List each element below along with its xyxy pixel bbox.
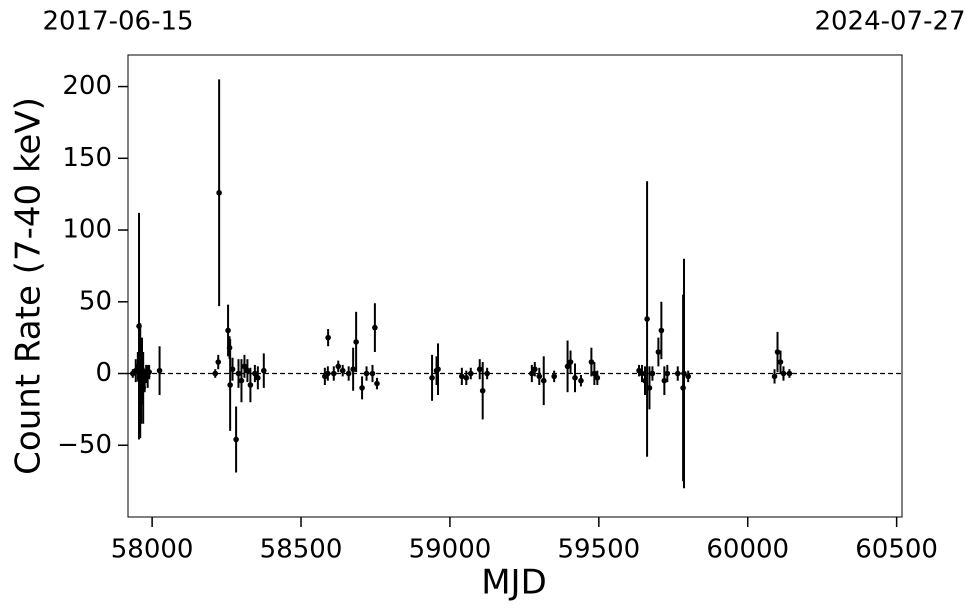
data-point <box>350 366 356 373</box>
y-tick-label: 150 <box>62 143 112 173</box>
data-point <box>260 367 267 374</box>
data-point <box>529 370 535 377</box>
data-point <box>229 366 236 373</box>
data-point <box>359 385 365 391</box>
data-point <box>655 349 662 355</box>
data-point <box>238 377 245 384</box>
data-point <box>435 366 441 373</box>
data-point <box>476 366 483 373</box>
x-tick-label: 60500 <box>855 535 938 565</box>
data-point <box>325 370 331 377</box>
data-point <box>156 367 163 374</box>
data-point <box>459 373 465 380</box>
data-point <box>594 375 601 381</box>
data-point <box>479 387 486 394</box>
data-point <box>146 369 152 375</box>
data-point <box>335 363 342 370</box>
data-point <box>484 370 490 377</box>
x-tick-label: 58000 <box>111 535 194 565</box>
data-point <box>345 370 352 377</box>
data-point <box>774 349 781 355</box>
data-point <box>540 377 547 384</box>
data-point <box>674 370 681 377</box>
data-point <box>532 366 538 373</box>
y-tick-label: 200 <box>62 71 112 101</box>
data-point <box>244 367 251 374</box>
data-point <box>252 370 258 377</box>
data-point <box>661 377 668 384</box>
data-point <box>578 377 584 384</box>
data-point <box>536 373 543 380</box>
plot-frame <box>127 54 903 518</box>
data-point <box>685 373 691 380</box>
data-point <box>572 375 578 381</box>
data-point <box>330 370 337 377</box>
y-axis-label: Count Rate (7-40 keV) <box>9 97 49 475</box>
data-point <box>216 189 222 196</box>
data-point <box>591 370 598 377</box>
data-point <box>681 370 687 377</box>
data-point <box>374 380 380 387</box>
data-point <box>372 324 378 331</box>
data-point <box>363 370 370 377</box>
data-point <box>353 339 359 345</box>
data-point <box>215 359 222 365</box>
data-point <box>235 370 242 377</box>
data-point <box>771 373 778 380</box>
x-tick-label: 59000 <box>409 535 492 565</box>
y-tick-label: −50 <box>57 430 112 460</box>
data-point <box>639 370 645 377</box>
x-tick-label: 58500 <box>260 535 343 565</box>
data-point <box>212 370 219 377</box>
data-point <box>339 367 346 374</box>
data-point <box>567 359 574 365</box>
data-point <box>429 375 435 381</box>
data-point <box>551 373 557 380</box>
data-point <box>588 359 595 365</box>
data-point <box>241 363 248 370</box>
x-tick-label: 60000 <box>706 535 789 565</box>
y-tick-label: 100 <box>62 215 112 245</box>
data-point <box>780 370 787 377</box>
data-point <box>644 316 650 322</box>
data-point <box>658 327 665 334</box>
data-point <box>369 370 376 377</box>
data-point <box>649 370 656 377</box>
data-point <box>786 370 793 377</box>
top-date-label: 2017-06-15 <box>42 7 193 37</box>
data-point <box>664 370 671 377</box>
data-point <box>564 363 571 370</box>
data-point <box>463 375 470 381</box>
x-tick-label: 59500 <box>557 535 640 565</box>
top-date-label: 2024-07-27 <box>814 7 965 37</box>
y-tick-label: 0 <box>95 358 112 388</box>
data-point <box>325 334 331 341</box>
y-tick-label: 50 <box>79 286 112 316</box>
data-point <box>467 370 474 377</box>
data-point <box>225 327 231 334</box>
data-point <box>777 359 784 365</box>
data-point <box>646 385 653 391</box>
x-axis-label: MJD <box>481 563 547 603</box>
data-point <box>233 436 239 443</box>
data-point <box>255 375 261 381</box>
data-point <box>247 382 254 388</box>
data-point <box>227 382 233 388</box>
